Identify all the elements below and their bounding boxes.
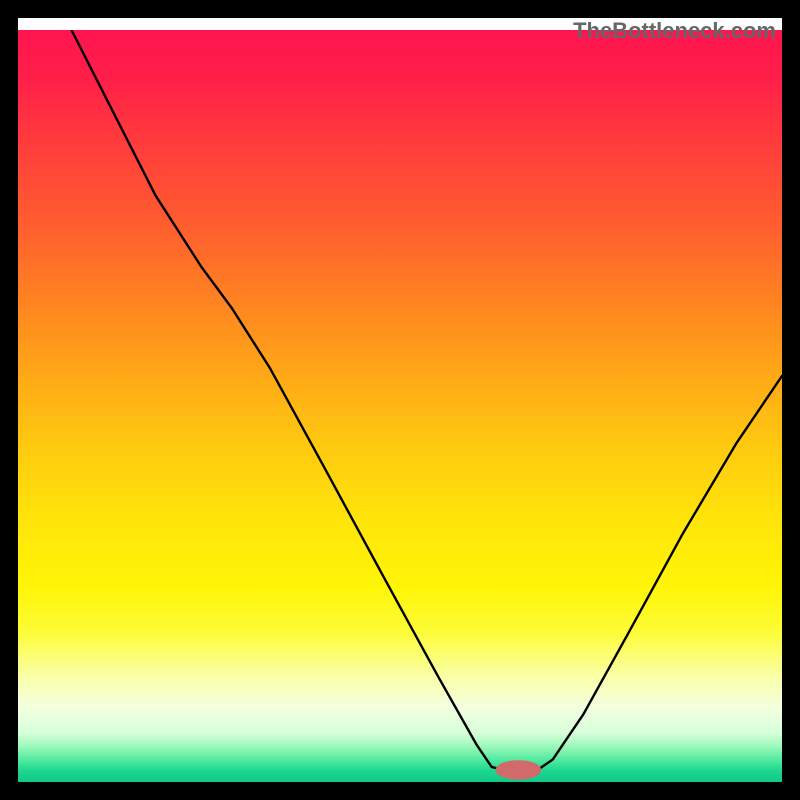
optimal-marker (496, 760, 542, 780)
plot-area (18, 30, 782, 782)
watermark-text: TheBottleneck.com (573, 18, 776, 44)
plot-svg (18, 30, 782, 782)
gradient-background (18, 30, 782, 782)
chart-frame: TheBottleneck.com (0, 0, 800, 800)
